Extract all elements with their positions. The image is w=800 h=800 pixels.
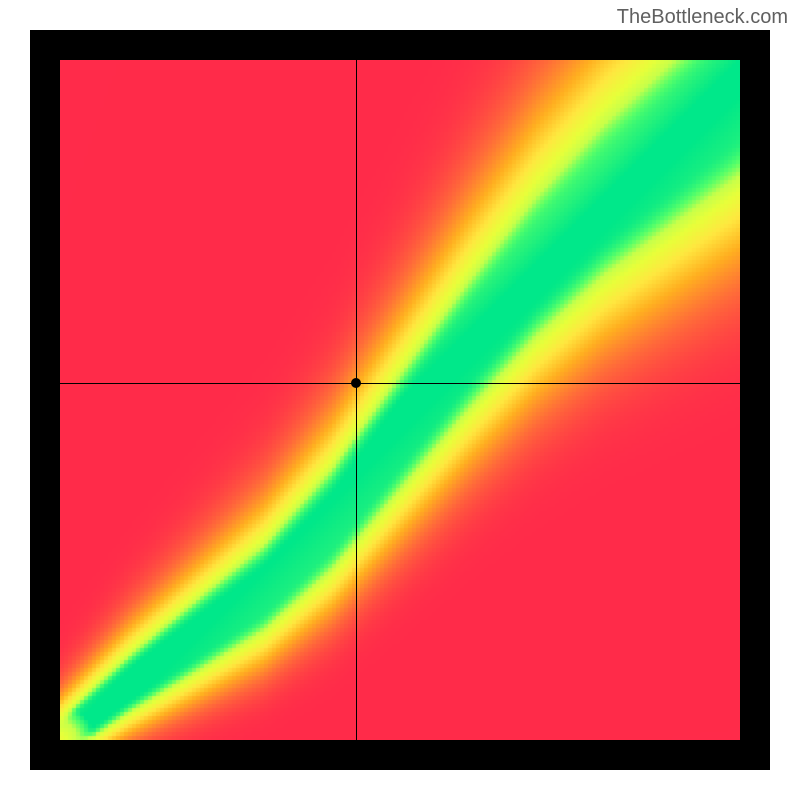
crosshair-vertical [356, 60, 357, 740]
heatmap-canvas [60, 60, 740, 740]
heatmap-plot [60, 60, 740, 740]
crosshair-horizontal [60, 383, 740, 384]
attribution-text: TheBottleneck.com [617, 6, 788, 29]
crosshair-point [351, 378, 361, 388]
plot-outer-frame [30, 30, 770, 770]
